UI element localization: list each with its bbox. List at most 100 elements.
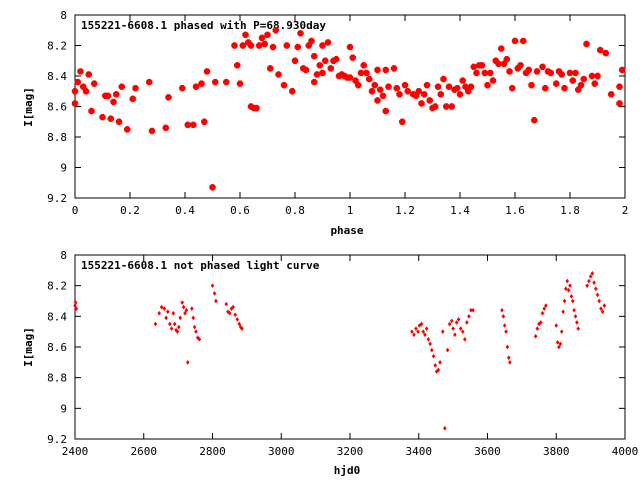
x-tick-label: 0.4 [175, 204, 195, 217]
y-tick-label: 8.2 [47, 40, 67, 53]
data-point [440, 75, 447, 83]
data-point [194, 329, 198, 335]
data-point [124, 126, 131, 133]
data-point [505, 344, 510, 350]
data-point [280, 81, 288, 89]
data-point [602, 49, 609, 57]
data-point [562, 298, 567, 304]
data-point [190, 121, 197, 128]
data-point [423, 332, 427, 338]
unphased-plot-x-axis-label: hjd0 [334, 464, 361, 477]
x-tick-label: 0.8 [285, 204, 305, 217]
y-tick-label: 9.2 [47, 433, 67, 446]
data-point [374, 66, 381, 74]
data-point [569, 294, 574, 299]
data-point [608, 91, 615, 98]
data-point [192, 83, 200, 90]
data-point [185, 359, 190, 365]
data-point [297, 30, 304, 37]
y-tick-label: 8.6 [47, 101, 67, 114]
x-tick-label: 3600 [474, 445, 501, 458]
data-point [500, 307, 504, 313]
data-point [564, 286, 568, 292]
x-tick-label: 1 [347, 204, 354, 217]
data-point [447, 321, 452, 327]
x-tick-label: 2600 [131, 445, 158, 458]
data-point [324, 39, 332, 46]
x-tick-label: 2 [622, 204, 629, 217]
data-point [88, 107, 95, 115]
x-tick-label: 1.4 [450, 204, 470, 217]
data-point [159, 304, 164, 310]
data-point [572, 307, 576, 313]
data-point [432, 103, 439, 110]
data-point [594, 72, 601, 80]
data-point [179, 85, 186, 92]
data-point [600, 309, 605, 315]
data-point [454, 320, 459, 325]
data-point [565, 278, 570, 284]
data-point [175, 329, 180, 335]
data-point [71, 88, 79, 95]
y-tick-label: 8 [60, 249, 67, 262]
data-point [445, 83, 453, 90]
data-point [553, 80, 560, 87]
data-point [539, 63, 546, 71]
data-point [585, 283, 589, 289]
data-point [363, 69, 370, 77]
data-point [437, 91, 444, 98]
data-point [374, 97, 381, 104]
x-tick-label: 0.2 [120, 204, 140, 217]
y-tick-label: 9 [60, 402, 67, 415]
data-point [573, 313, 578, 319]
data-point [360, 62, 367, 69]
data-point [592, 280, 596, 285]
data-point [183, 310, 187, 316]
data-point [511, 37, 519, 45]
data-point [416, 329, 420, 335]
data-point [569, 77, 576, 84]
data-point [508, 359, 512, 365]
data-point [570, 298, 575, 304]
data-point [542, 306, 547, 312]
data-point [209, 184, 216, 191]
data-point [542, 85, 549, 92]
data-point [547, 69, 554, 77]
data-point [572, 69, 579, 77]
data-point [275, 71, 282, 78]
data-point [580, 75, 587, 83]
data-point [537, 321, 541, 327]
data-point [454, 85, 461, 92]
data-point [322, 57, 329, 64]
data-point [355, 81, 362, 89]
data-point [504, 329, 508, 335]
data-point [602, 303, 607, 308]
data-point [153, 321, 158, 327]
data-point [319, 42, 326, 49]
data-point [104, 92, 112, 100]
data-point [449, 318, 454, 324]
data-point [559, 329, 564, 335]
x-tick-label: 1.6 [505, 204, 525, 217]
data-point [184, 121, 191, 128]
data-point [597, 46, 604, 54]
data-point [235, 317, 240, 322]
data-point [172, 321, 177, 327]
data-point [566, 287, 571, 293]
data-point [73, 300, 78, 305]
data-point [583, 40, 590, 48]
x-tick-label: 3200 [337, 445, 364, 458]
data-point [267, 65, 274, 72]
data-point [436, 367, 441, 373]
data-point [237, 321, 242, 327]
unphased-plot-y-axis-label: I[mag] [22, 327, 35, 367]
data-point [239, 42, 246, 49]
data-point [576, 326, 581, 331]
data-point [561, 309, 565, 315]
plot-frame [74, 254, 626, 440]
data-point [459, 77, 466, 84]
data-point [540, 310, 545, 316]
data-point [74, 306, 79, 312]
data-point [591, 80, 598, 87]
data-point [619, 66, 626, 74]
